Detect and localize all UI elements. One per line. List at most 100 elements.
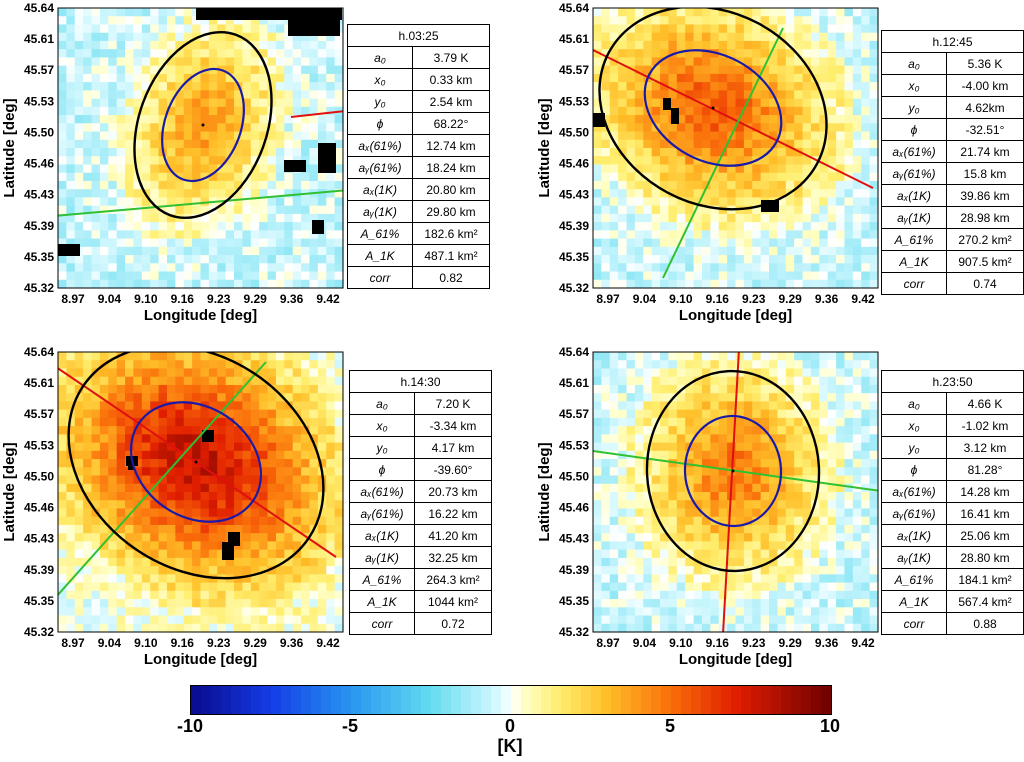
heatmap-cell bbox=[58, 32, 67, 42]
x-tick-label: 9.16 bbox=[706, 636, 730, 650]
heatmap-cell bbox=[794, 213, 804, 223]
heatmap-cell bbox=[836, 360, 846, 370]
heatmap-cell bbox=[66, 368, 76, 378]
heatmap-cell bbox=[643, 599, 653, 608]
heatmap-cell bbox=[242, 516, 252, 526]
heatmap-cell bbox=[99, 40, 109, 50]
heatmap-cell bbox=[141, 148, 151, 157]
heatmap-cell bbox=[334, 238, 344, 248]
heatmap-cell bbox=[242, 90, 252, 100]
heatmap-cell bbox=[785, 156, 795, 166]
heatmap-cell bbox=[334, 500, 344, 510]
heatmap-cell bbox=[217, 566, 227, 575]
heatmap-cell bbox=[200, 98, 210, 108]
heatmap-cell bbox=[150, 49, 160, 59]
table-row: corr 0.82 bbox=[347, 266, 490, 289]
heatmap-cell bbox=[116, 98, 126, 108]
heatmap-cell bbox=[685, 450, 695, 460]
heatmap-cell bbox=[91, 32, 101, 42]
heatmap-cell bbox=[660, 352, 670, 361]
heatmap-cell bbox=[693, 417, 703, 427]
colorbar-swatch bbox=[451, 686, 462, 714]
heatmap-cell bbox=[802, 508, 812, 518]
heatmap-cell bbox=[275, 172, 285, 182]
heatmap-cell bbox=[735, 434, 745, 444]
heatmap-cell bbox=[810, 574, 820, 584]
x-tick-label: 9.10 bbox=[669, 292, 693, 306]
heatmap-cell bbox=[125, 131, 135, 141]
heatmap-cell bbox=[609, 492, 619, 501]
heatmap-cell bbox=[301, 442, 311, 452]
heatmap-cell bbox=[150, 483, 160, 493]
heatmap-cell bbox=[693, 442, 703, 452]
heatmap-cell bbox=[618, 360, 628, 370]
heatmap-cell bbox=[74, 106, 84, 116]
heatmap-cell bbox=[735, 32, 745, 42]
colorbar-swatch bbox=[631, 686, 642, 714]
axes-frame bbox=[57, 351, 344, 633]
heatmap-cell bbox=[192, 222, 202, 231]
heatmap-cell bbox=[785, 599, 795, 608]
heatmap-cell bbox=[175, 148, 185, 157]
heatmap-cell bbox=[836, 189, 846, 199]
heatmap-cell bbox=[234, 180, 244, 190]
heatmap-cell bbox=[208, 90, 218, 100]
heatmap-cell bbox=[192, 115, 202, 124]
heatmap-cell bbox=[634, 582, 644, 592]
heatmap-cell bbox=[133, 376, 143, 386]
heatmap-cell bbox=[869, 230, 879, 240]
heatmap-cell bbox=[601, 434, 611, 444]
heatmap-cell bbox=[242, 255, 252, 264]
heatmap-cell bbox=[836, 197, 846, 207]
heatmap-cell bbox=[777, 599, 787, 608]
heatmap-cell bbox=[116, 607, 126, 617]
panel-title: h.23:50 bbox=[881, 370, 1024, 393]
heatmap-cell bbox=[685, 57, 695, 67]
heatmap-cell bbox=[752, 434, 762, 444]
heatmap-cell bbox=[869, 189, 879, 199]
heatmap-cell bbox=[150, 156, 160, 166]
heatmap-cell bbox=[275, 549, 285, 559]
heatmap-cell bbox=[710, 82, 720, 91]
heatmap-cell bbox=[108, 376, 118, 386]
heatmap-cell bbox=[852, 106, 862, 116]
heatmap-cell bbox=[225, 255, 235, 264]
heatmap-cell bbox=[668, 16, 678, 26]
heatmap-cell bbox=[643, 409, 653, 419]
heatmap-cell bbox=[668, 222, 678, 231]
heatmap-cell bbox=[727, 541, 737, 551]
heatmap-cell bbox=[609, 541, 619, 551]
heatmap-cell bbox=[133, 131, 143, 141]
heatmap-cell bbox=[802, 279, 812, 289]
heatmap-cell bbox=[183, 492, 193, 501]
heatmap-cell bbox=[83, 450, 93, 460]
heatmap-cell bbox=[99, 368, 109, 378]
heatmap-cell bbox=[259, 516, 269, 526]
heatmap-cell bbox=[810, 271, 820, 281]
heatmap-cell bbox=[609, 82, 619, 91]
heatmap-cell bbox=[125, 8, 135, 17]
heatmap-cell bbox=[150, 384, 160, 394]
heatmap-cell bbox=[200, 352, 210, 361]
heatmap-cell bbox=[125, 434, 135, 444]
heatmap-cell bbox=[710, 557, 720, 567]
heatmap-cell bbox=[158, 106, 168, 116]
heatmap-cell bbox=[133, 566, 143, 575]
heatmap-cell bbox=[676, 475, 686, 485]
heatmap-cell bbox=[735, 582, 745, 592]
heatmap-cell bbox=[634, 590, 644, 600]
heatmap-cell bbox=[267, 57, 277, 67]
heatmap-cell bbox=[116, 566, 126, 575]
heatmap-cell bbox=[309, 263, 319, 273]
heatmap-cell bbox=[125, 230, 135, 240]
heatmap-cell bbox=[133, 450, 143, 460]
heatmap-cell bbox=[693, 623, 703, 633]
heatmap-cell bbox=[326, 483, 336, 493]
heatmap-cell bbox=[844, 246, 854, 256]
heatmap-cell bbox=[267, 156, 277, 166]
heatmap-cell bbox=[250, 156, 260, 166]
heatmap-cell bbox=[769, 467, 779, 477]
heatmap-cell bbox=[760, 541, 770, 551]
heatmap-cell bbox=[643, 172, 653, 182]
heatmap-cell bbox=[284, 426, 294, 435]
